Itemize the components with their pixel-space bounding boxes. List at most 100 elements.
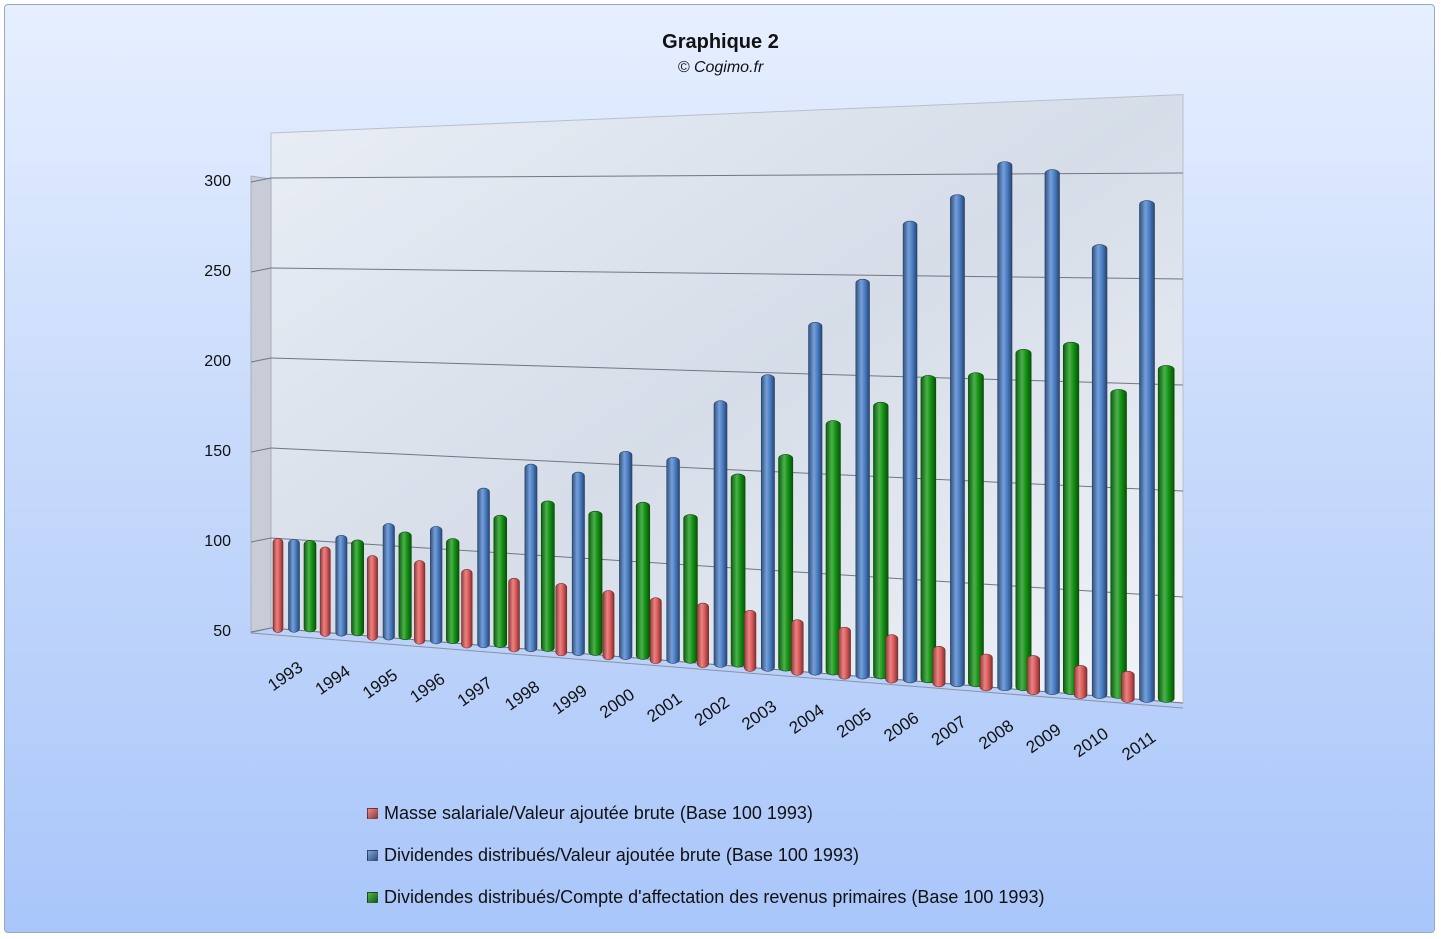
side-gridline <box>250 447 272 453</box>
gridline <box>270 172 1184 179</box>
x-tick-label: 1999 <box>549 681 591 718</box>
legend-swatch-icon <box>367 849 378 861</box>
x-tick-label: 2009 <box>1023 720 1065 757</box>
bar-3-1994 <box>351 539 364 637</box>
side-wall <box>250 175 272 634</box>
x-tick-label: 2007 <box>928 712 970 749</box>
x-tick-label: 2011 <box>1118 728 1159 765</box>
x-tick-label: 1998 <box>501 677 543 714</box>
bar-2-1994 <box>335 534 348 637</box>
bar-3-2000 <box>635 501 651 660</box>
bar-2-2009 <box>1044 169 1060 695</box>
bar-2-2008 <box>997 161 1013 692</box>
side-gridline <box>250 177 272 183</box>
bar-1-2009 <box>1026 655 1041 695</box>
bar-2-1997 <box>477 487 490 649</box>
x-tick-label: 2003 <box>738 697 780 734</box>
side-gridline <box>250 537 272 543</box>
floor-edge <box>250 632 1184 709</box>
bar-3-1998 <box>540 500 555 652</box>
bar-1-1997 <box>461 569 473 649</box>
bar-1-2001 <box>649 597 662 664</box>
x-tick-label: 2008 <box>975 716 1017 753</box>
bar-3-1995 <box>398 531 412 641</box>
x-tick-label: 2002 <box>691 693 733 730</box>
bar-1-2000 <box>602 590 615 661</box>
chart-subtitle: © Cogimo.fr <box>677 59 764 76</box>
side-gridline <box>250 627 272 633</box>
y-tick-label: 50 <box>213 623 231 640</box>
bar-1-2006 <box>885 634 899 684</box>
bar-3-2005 <box>873 401 889 680</box>
bar-1-2008 <box>979 653 993 692</box>
bar-2-2004 <box>808 322 823 676</box>
y-tick-label: 150 <box>204 443 231 460</box>
bar-2-2010 <box>1091 244 1108 699</box>
bar-1-2011 <box>1121 670 1135 703</box>
x-tick-label: 1996 <box>407 669 449 706</box>
x-tick-label: 1995 <box>359 665 401 702</box>
bar-2-1999 <box>571 471 585 656</box>
bar-3-2002 <box>730 473 746 668</box>
bar-1-2002 <box>696 602 709 668</box>
legend-label: Masse salariale/Valeur ajoutée brute (Ba… <box>384 802 813 823</box>
x-tick-label: 1993 <box>264 658 306 695</box>
bar-3-2011 <box>1157 365 1175 703</box>
x-tick-label: 2005 <box>833 704 875 741</box>
chart-frame: Graphique 2 © Cogimo.fr 50 100 150 200 250 30… <box>4 4 1435 933</box>
bar-3-1999 <box>588 510 603 656</box>
x-tick-label: 2004 <box>786 700 828 737</box>
bar-1-1993 <box>272 538 284 633</box>
bar-1-2010 <box>1073 665 1088 699</box>
bar-1-2005 <box>838 626 851 680</box>
bar-2-2001 <box>666 456 680 664</box>
bar-2-2011 <box>1139 200 1155 703</box>
bar-2-2006 <box>902 220 918 684</box>
bar-3-2009 <box>1062 341 1080 695</box>
bar-3-2003 <box>778 454 794 672</box>
bar-3-2008 <box>1015 349 1032 691</box>
bar-1-1995 <box>366 555 378 641</box>
bar-2-2003 <box>760 374 775 672</box>
bar-1-1998 <box>508 577 520 653</box>
bar-2-2000 <box>619 450 633 660</box>
bar-3-1997 <box>493 514 508 648</box>
bar-1-1996 <box>414 560 426 645</box>
bar-2-2002 <box>713 400 728 668</box>
chart-title: Graphique 2 <box>662 31 779 53</box>
x-tick-label: 2010 <box>1070 724 1112 761</box>
bar-1-2007 <box>932 646 946 688</box>
y-tick-label: 200 <box>204 353 231 370</box>
bar-3-1996 <box>446 538 460 645</box>
y-tick-label: 250 <box>204 263 231 280</box>
bar-3-2006 <box>920 375 937 684</box>
bar-2-1998 <box>524 463 538 653</box>
legend-swatch-icon <box>367 807 378 819</box>
bar-3-2001 <box>683 514 698 664</box>
legend-item-2: Dividendes distribués/Valeur ajoutée bru… <box>367 843 859 867</box>
side-gridline <box>250 267 272 273</box>
legend-item-1: Masse salariale/Valeur ajoutée brute (Ba… <box>367 801 813 825</box>
x-tick-label: 2000 <box>596 685 638 722</box>
bar-3-2004 <box>825 420 841 676</box>
bar-1-2003 <box>743 610 757 672</box>
bar-2-1993 <box>288 539 300 633</box>
legend-swatch-icon <box>367 891 378 903</box>
x-tick-label: 2006 <box>880 708 922 745</box>
legend-label: Dividendes distribués/Valeur ajoutée bru… <box>384 844 859 865</box>
gridline <box>270 267 1184 280</box>
side-gridline <box>250 357 272 363</box>
x-tick-label: 2001 <box>644 689 686 726</box>
bar-2-1996 <box>430 526 443 645</box>
legend-item-3: Dividendes distribués/Compte d'affectati… <box>367 885 1044 909</box>
x-tick-label: 1994 <box>312 662 354 699</box>
bar-3-2007 <box>968 372 984 688</box>
bar-3-2010 <box>1110 389 1127 699</box>
bar-2-1995 <box>382 523 395 641</box>
bar-2-2005 <box>855 278 870 680</box>
y-tick-label: 300 <box>204 173 231 190</box>
bar-1-1994 <box>319 546 331 637</box>
bar-1-2004 <box>791 619 804 676</box>
bar-1-1999 <box>555 583 568 657</box>
